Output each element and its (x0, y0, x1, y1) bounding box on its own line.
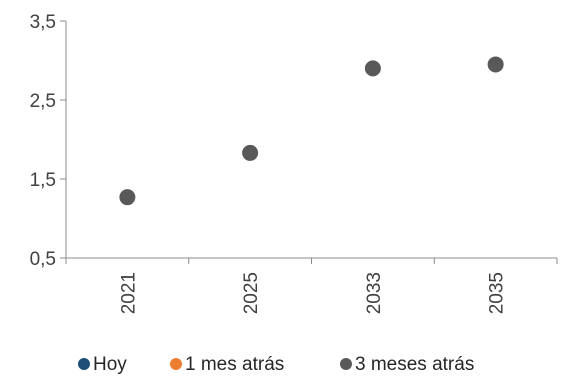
data-point (364, 60, 381, 77)
legend-label: 3 meses atrás (355, 354, 474, 375)
y-axis: 0,5 1,5 2,5 3,5 (30, 12, 67, 270)
legend-marker (170, 358, 182, 370)
x-tick-label: 2025 (241, 272, 262, 314)
y-tick-label: 2,5 (30, 91, 56, 112)
y-tick-label: 3,5 (30, 12, 56, 33)
x-tick-label: 2033 (364, 272, 385, 314)
data-point (119, 189, 136, 206)
legend-label: Hoy (93, 354, 127, 375)
data-point (487, 56, 504, 73)
x-tick-label: 2035 (487, 272, 508, 314)
legend-marker (340, 358, 352, 370)
legend-marker (78, 358, 90, 370)
x-axis: 2021 2025 2033 2035 (65, 257, 558, 314)
legend: Hoy 1 mes atrás 3 meses atrás (78, 354, 474, 375)
data-points (119, 56, 504, 206)
y-tick-label: 0,5 (30, 249, 56, 270)
legend-label: 1 mes atrás (185, 354, 284, 375)
data-point (242, 144, 259, 161)
y-tick-label: 1,5 (30, 170, 56, 191)
x-tick-label: 2021 (118, 272, 139, 314)
